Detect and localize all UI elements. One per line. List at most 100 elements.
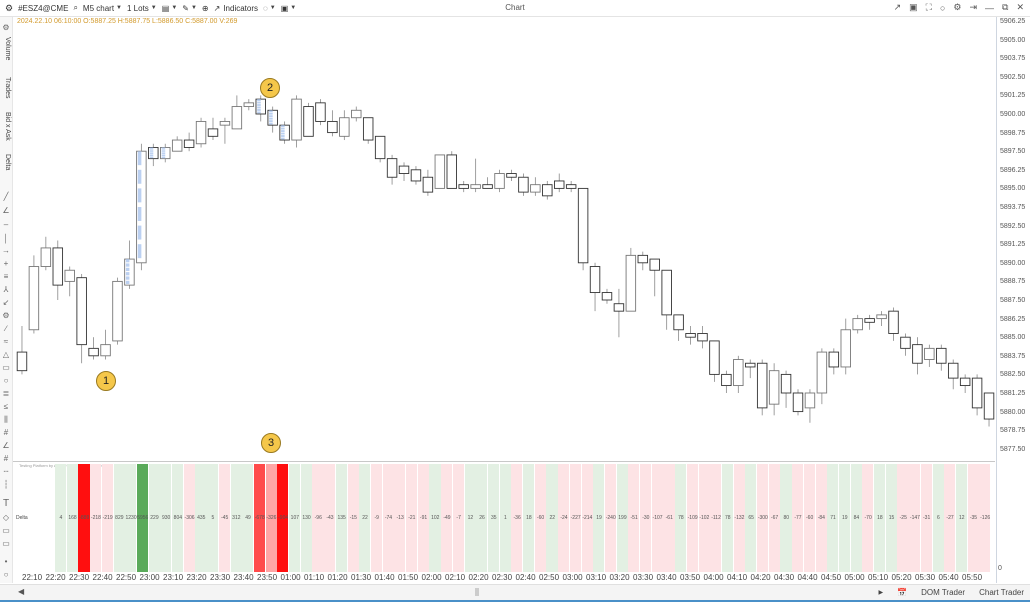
chart-trader-button[interactable]: Chart Trader (979, 588, 1024, 597)
time-label: 23:20 (186, 573, 207, 582)
arrow-down-left-icon[interactable]: ↙ (2, 298, 10, 307)
cluster-icon[interactable]: # (3, 428, 9, 437)
lots-dropdown[interactable]: 1 Lots ▼ (127, 4, 157, 13)
delta-cell (160, 464, 172, 572)
candle (888, 307, 899, 341)
time-label: 22:20 (45, 573, 66, 582)
delta-cell (289, 464, 301, 572)
arrow-icon[interactable]: → (2, 246, 10, 255)
delta-value: 199 (618, 515, 627, 521)
drawing-dropdown[interactable]: ✎ ▼ (182, 4, 197, 13)
fullscreen-icon[interactable]: ⛶ (925, 2, 932, 12)
zoom-icon[interactable]: ⊕ (201, 3, 209, 13)
panel-toggle-volume[interactable]: Volume (4, 37, 11, 61)
vertical-line-icon[interactable]: │ (3, 234, 9, 243)
delta-cell (113, 464, 125, 572)
delta-value: 829 (115, 515, 124, 521)
delta-cell (651, 464, 663, 572)
dot-icon[interactable]: • (4, 557, 8, 566)
delta-cell (125, 464, 137, 572)
candlestick-chart[interactable] (13, 17, 995, 460)
time-label: 03:00 (562, 573, 583, 582)
line-tool-icon[interactable]: ╱ (3, 192, 9, 201)
candle (52, 240, 64, 300)
price-axis[interactable]: 5906.25 5905.00 5903.75 5902.50 5901.25 5900.… (996, 17, 1030, 583)
panel-toggle-bid-ask[interactable]: Bid x Ask (4, 112, 11, 141)
panel-toggle-delta[interactable]: Delta (4, 154, 11, 171)
dom-trader-button[interactable]: DOM Trader (921, 588, 966, 597)
candle (936, 344, 947, 371)
angle-tool-icon[interactable]: ∠ (2, 206, 10, 215)
candle (959, 374, 971, 393)
fibonacci-icon[interactable]: ≣ (2, 389, 10, 398)
rectangle-icon[interactable]: ▭ (2, 363, 10, 372)
horizontal-scrollbar[interactable] (475, 588, 479, 596)
eraser-icon[interactable]: ○ (3, 570, 9, 579)
candle (88, 337, 99, 360)
restore-icon[interactable]: ⧉ (1002, 2, 1009, 12)
label-icon[interactable]: ▭ (2, 526, 10, 535)
camera-icon[interactable]: ▣ (909, 2, 918, 12)
ellipse-icon[interactable]: ○ (3, 376, 9, 385)
time-label: 22:40 (92, 573, 113, 582)
time-axis[interactable]: 22:10 22:20 22:30 22:40 22:50 23:00 23:10 23:20… (13, 572, 995, 584)
minimize-icon[interactable]: — (985, 2, 995, 13)
fork-icon[interactable]: ⅄ (3, 285, 9, 294)
text-tool-icon[interactable]: T (2, 498, 10, 509)
delta-cell (686, 464, 698, 572)
pin-icon[interactable]: ⇥ (969, 2, 978, 12)
delta-cell (920, 464, 932, 572)
calendar-icon[interactable]: 📅 (897, 588, 908, 597)
scroll-left-icon[interactable]: ◀ (18, 587, 25, 596)
scroll-right-icon[interactable]: ▶ (878, 590, 884, 596)
vertical-range-icon[interactable]: ┆ (3, 480, 9, 489)
indicators-icon: ↗ (213, 3, 221, 13)
cross-cluster-icon[interactable]: # (3, 454, 9, 463)
settings-icon[interactable]: ⚙ (2, 23, 10, 32)
delta-value: 15 (888, 515, 895, 521)
panel-toggle-trades[interactable]: Trades (4, 77, 11, 99)
app-logo-icon[interactable]: ⚙ (5, 2, 14, 13)
crosshair-icon[interactable]: + (3, 259, 9, 268)
delta-value: -107 (652, 515, 663, 521)
parallel-lines-icon[interactable]: ≡ (3, 272, 9, 281)
regression-icon[interactable]: ∠ (2, 441, 10, 450)
close-icon[interactable]: ✕ (1016, 2, 1024, 12)
theme-icon[interactable]: ○ (939, 2, 946, 13)
candle (780, 370, 792, 408)
volume-profile-icon[interactable]: ⫼ (4, 415, 8, 424)
channel-icon[interactable]: ≈ (3, 337, 9, 346)
candle (625, 247, 637, 312)
tag-icon[interactable]: ◇ (2, 513, 10, 522)
horizontal-range-icon[interactable]: ┄ (3, 467, 9, 476)
candle (912, 337, 923, 375)
fib-extension-icon[interactable]: ≤ (3, 402, 9, 411)
color-dropdown[interactable]: ◌ ▼ (263, 4, 276, 13)
candle (386, 154, 398, 185)
window-dropdown[interactable]: ▣ ▼ (281, 4, 297, 13)
time-label: 03:10 (586, 573, 607, 582)
delta-cell (569, 464, 581, 572)
expand-icon[interactable]: ↗ (893, 2, 902, 12)
delta-cell (452, 464, 464, 572)
symbol-selector[interactable]: #ESZ4@CME (18, 3, 69, 13)
triangle-icon[interactable]: △ (2, 350, 10, 359)
search-icon[interactable]: ⌕ (73, 3, 78, 12)
indicators-button[interactable]: ↗ Indicators (214, 4, 258, 13)
candle (983, 392, 995, 427)
candle (339, 110, 350, 141)
delta-value: -306 (184, 515, 195, 521)
magnet-icon[interactable]: ⚙ (2, 311, 10, 320)
ruler-icon[interactable]: ∕ (5, 324, 7, 333)
delta-cell (792, 464, 804, 572)
callout-icon[interactable]: ▭ (2, 539, 10, 548)
settings-icon[interactable]: ⚙ (953, 2, 962, 12)
candle (303, 102, 314, 137)
chevron-down-icon: ▼ (290, 5, 297, 11)
candle (148, 143, 159, 167)
delta-value: 4 (59, 515, 63, 521)
chart-type-dropdown[interactable]: M5 chart ▼ (83, 4, 122, 13)
horizontal-line-icon[interactable]: – (3, 220, 9, 229)
delta-value: 22 (549, 515, 556, 521)
template-dropdown[interactable]: ▤ ▼ (162, 4, 178, 13)
